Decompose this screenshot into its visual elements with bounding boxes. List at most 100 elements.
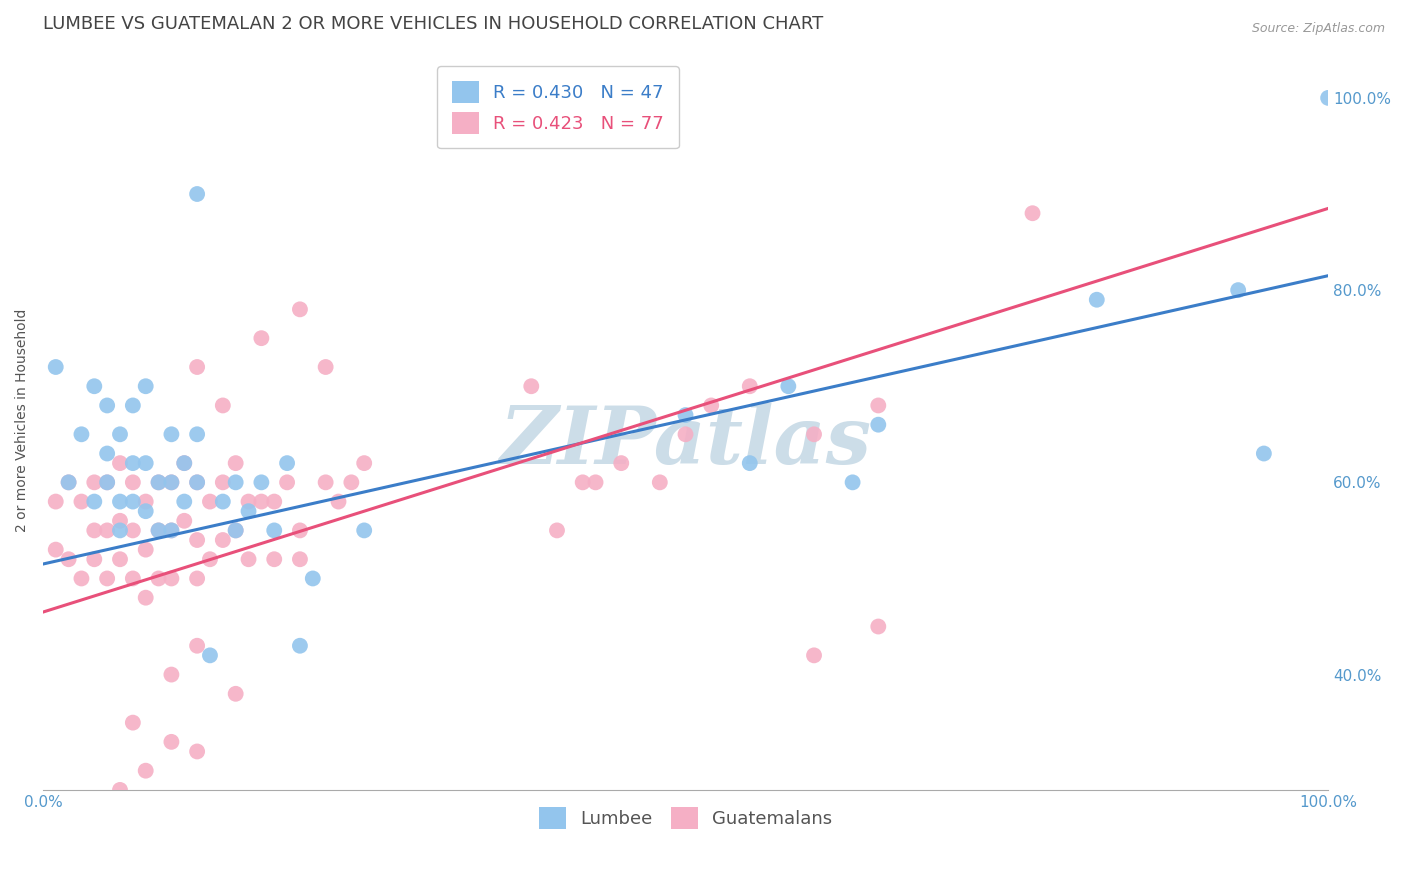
Point bbox=[173, 494, 195, 508]
Point bbox=[121, 494, 143, 508]
Point bbox=[250, 475, 273, 490]
Point bbox=[70, 494, 93, 508]
Text: ZIPatlas: ZIPatlas bbox=[499, 403, 872, 481]
Point bbox=[83, 379, 105, 393]
Point bbox=[108, 524, 131, 538]
Point bbox=[173, 456, 195, 470]
Point bbox=[1021, 206, 1043, 220]
Point bbox=[1085, 293, 1108, 307]
Text: LUMBEE VS GUATEMALAN 2 OR MORE VEHICLES IN HOUSEHOLD CORRELATION CHART: LUMBEE VS GUATEMALAN 2 OR MORE VEHICLES … bbox=[44, 15, 823, 33]
Point bbox=[700, 399, 723, 413]
Point bbox=[83, 552, 105, 566]
Point bbox=[238, 504, 260, 518]
Point bbox=[328, 494, 350, 508]
Point bbox=[45, 494, 67, 508]
Point bbox=[238, 494, 260, 508]
Point bbox=[353, 456, 375, 470]
Point bbox=[58, 475, 80, 490]
Point bbox=[675, 408, 697, 422]
Point bbox=[135, 494, 157, 508]
Point bbox=[96, 572, 118, 586]
Point bbox=[186, 186, 208, 201]
Point bbox=[610, 456, 633, 470]
Point bbox=[135, 456, 157, 470]
Point bbox=[160, 524, 183, 538]
Point bbox=[585, 475, 607, 490]
Point bbox=[868, 399, 890, 413]
Point bbox=[160, 735, 183, 749]
Point bbox=[121, 456, 143, 470]
Point bbox=[121, 715, 143, 730]
Point bbox=[288, 552, 311, 566]
Point bbox=[45, 359, 67, 374]
Point bbox=[70, 572, 93, 586]
Point bbox=[173, 456, 195, 470]
Point bbox=[1317, 91, 1340, 105]
Point bbox=[160, 427, 183, 442]
Point bbox=[738, 456, 761, 470]
Point bbox=[186, 639, 208, 653]
Point bbox=[83, 475, 105, 490]
Point bbox=[96, 475, 118, 490]
Point bbox=[135, 379, 157, 393]
Point bbox=[186, 533, 208, 547]
Point bbox=[121, 399, 143, 413]
Point bbox=[108, 494, 131, 508]
Point bbox=[58, 475, 80, 490]
Point bbox=[135, 542, 157, 557]
Point bbox=[96, 524, 118, 538]
Point bbox=[301, 572, 323, 586]
Point bbox=[315, 475, 337, 490]
Point bbox=[225, 456, 247, 470]
Point bbox=[96, 399, 118, 413]
Point bbox=[83, 494, 105, 508]
Point bbox=[135, 764, 157, 778]
Point bbox=[520, 379, 543, 393]
Text: Source: ZipAtlas.com: Source: ZipAtlas.com bbox=[1251, 22, 1385, 36]
Point bbox=[225, 475, 247, 490]
Point bbox=[186, 475, 208, 490]
Point bbox=[263, 552, 285, 566]
Point bbox=[135, 591, 157, 605]
Point bbox=[186, 744, 208, 758]
Point bbox=[841, 475, 863, 490]
Point bbox=[186, 427, 208, 442]
Point bbox=[250, 494, 273, 508]
Point bbox=[148, 524, 170, 538]
Point bbox=[1227, 283, 1250, 297]
Point bbox=[160, 475, 183, 490]
Point bbox=[738, 379, 761, 393]
Point bbox=[803, 648, 825, 663]
Point bbox=[648, 475, 671, 490]
Point bbox=[868, 417, 890, 432]
Point bbox=[288, 639, 311, 653]
Point bbox=[186, 359, 208, 374]
Point bbox=[675, 427, 697, 442]
Point bbox=[250, 331, 273, 345]
Y-axis label: 2 or more Vehicles in Household: 2 or more Vehicles in Household bbox=[15, 309, 30, 532]
Point bbox=[778, 379, 800, 393]
Point bbox=[211, 475, 233, 490]
Point bbox=[108, 783, 131, 797]
Point bbox=[58, 552, 80, 566]
Point bbox=[148, 475, 170, 490]
Point bbox=[108, 427, 131, 442]
Point bbox=[121, 475, 143, 490]
Point bbox=[108, 552, 131, 566]
Point bbox=[108, 456, 131, 470]
Point bbox=[160, 475, 183, 490]
Point bbox=[276, 475, 298, 490]
Point bbox=[198, 552, 221, 566]
Point bbox=[121, 572, 143, 586]
Point bbox=[96, 446, 118, 460]
Point bbox=[340, 475, 363, 490]
Point bbox=[198, 494, 221, 508]
Point bbox=[571, 475, 593, 490]
Point bbox=[211, 399, 233, 413]
Point bbox=[186, 572, 208, 586]
Point bbox=[263, 524, 285, 538]
Point bbox=[148, 524, 170, 538]
Point bbox=[315, 359, 337, 374]
Point bbox=[173, 514, 195, 528]
Point bbox=[353, 524, 375, 538]
